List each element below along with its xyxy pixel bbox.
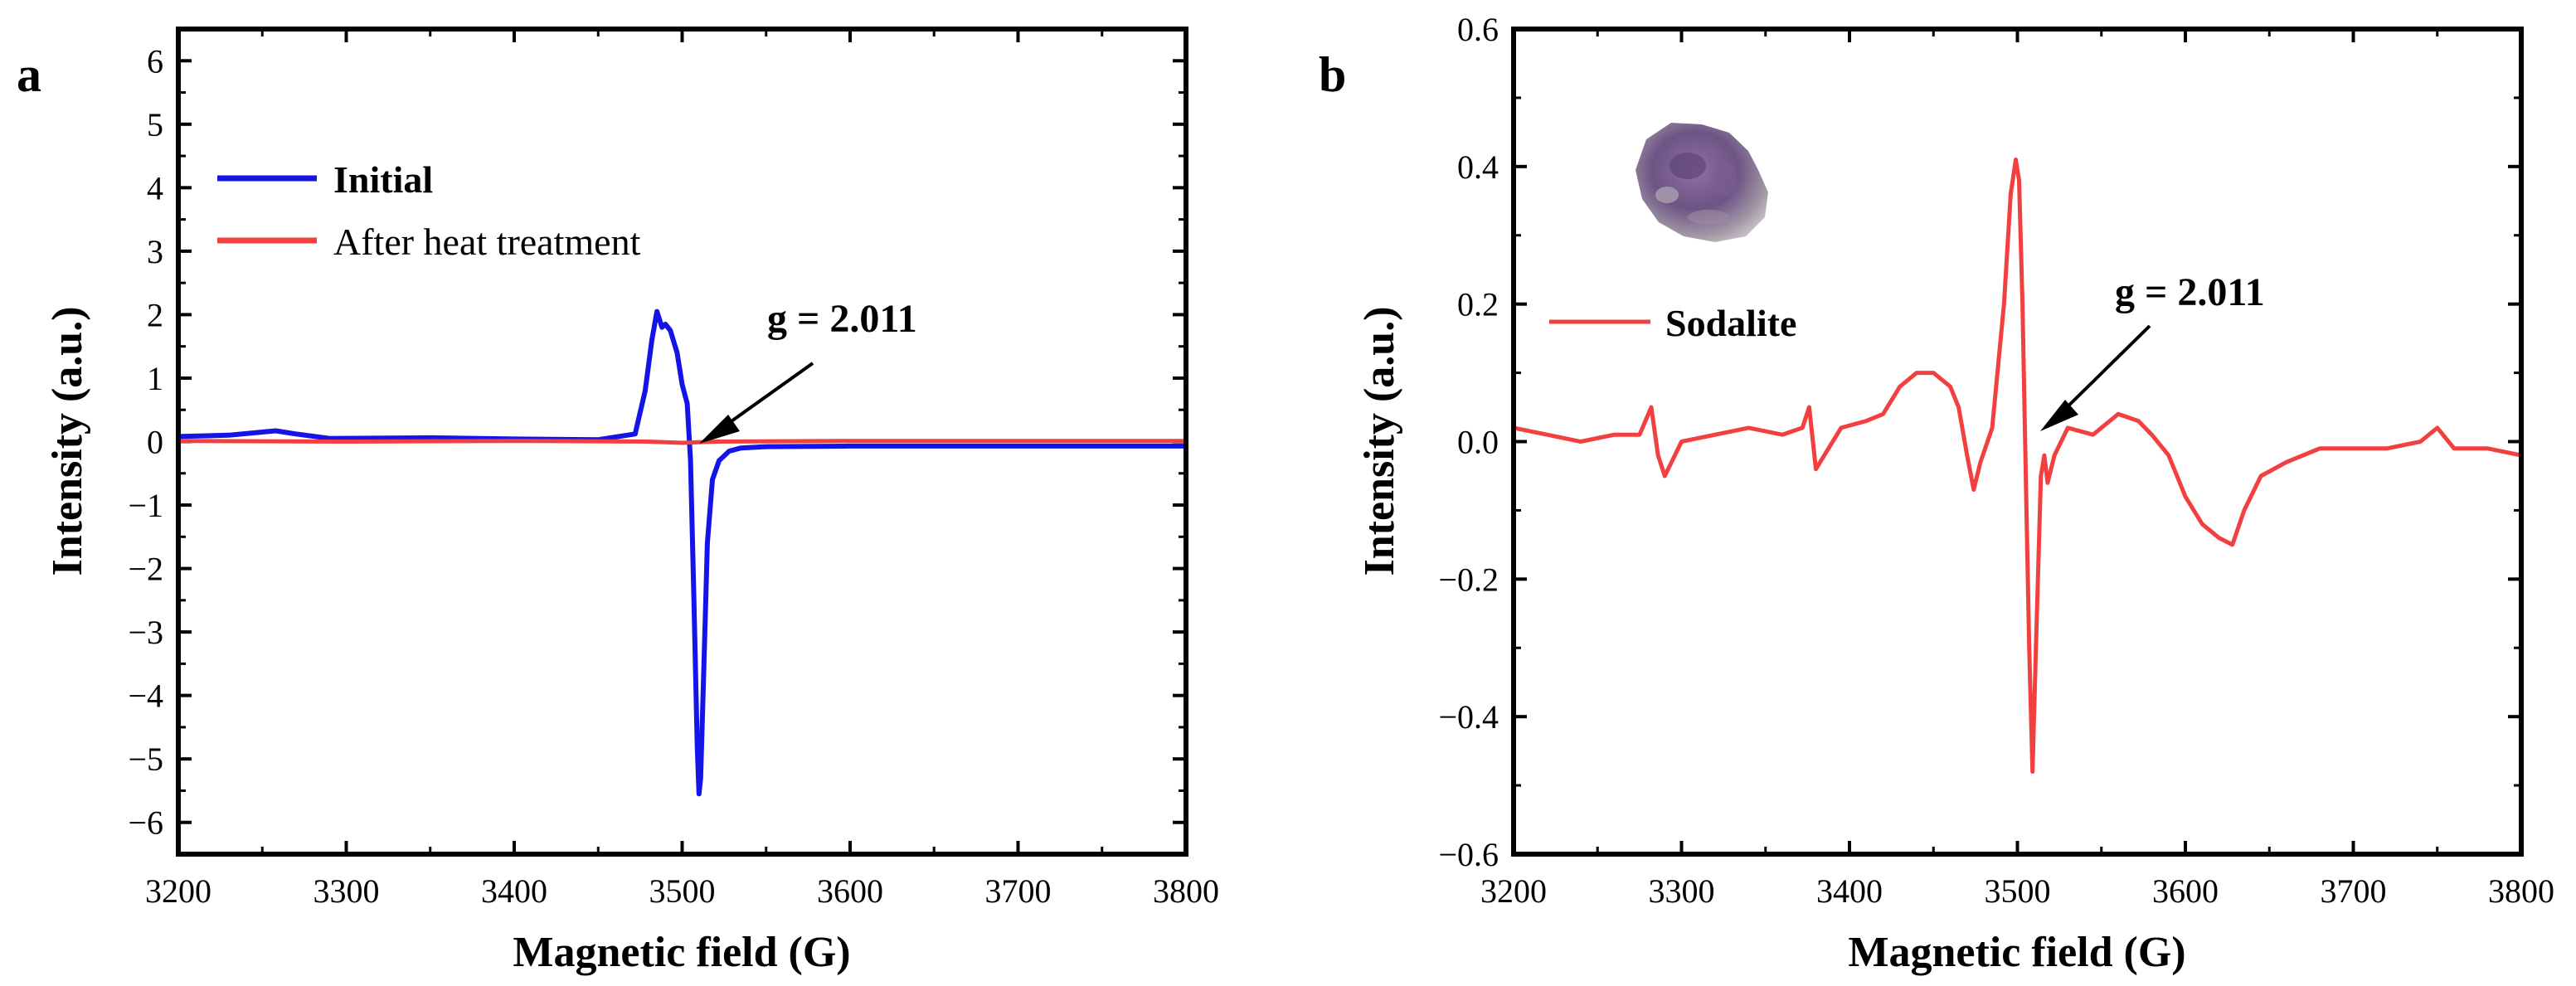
panel-b-ticks: 3200 3300 3400 3500 3600 3700 3800 0.6 0.4 0.2 0.0… xyxy=(1438,11,2554,910)
y-tick-label: 0.0 xyxy=(1457,424,1499,461)
y-tick-label: 3 xyxy=(147,233,163,270)
y-tick-label: −4 xyxy=(128,678,163,715)
g-value-annotation-a: g = 2.011 xyxy=(767,297,917,341)
x-tick-label: 3200 xyxy=(145,872,211,910)
y-tick-label: 5 xyxy=(147,106,163,143)
y-tick-label: 1 xyxy=(147,360,163,397)
y-tick-label: −0.4 xyxy=(1438,698,1499,736)
x-tick-label: 3700 xyxy=(985,872,1052,910)
x-tick-label: 3500 xyxy=(649,872,716,910)
legend-label-heat: After heat treatment xyxy=(333,221,641,263)
x-tick-label: 3300 xyxy=(1649,872,1715,910)
y-tick-label: −5 xyxy=(128,741,163,778)
panel-a-ticks: 3200 3300 3400 3500 3600 3700 3800 6 5 4 3 2 1 0 −1 −2 −… xyxy=(128,29,1219,910)
panel-b-series-group xyxy=(1513,158,2522,774)
annotation-arrowhead-a xyxy=(699,415,740,444)
x-tick-label: 3200 xyxy=(1480,872,1547,910)
panel-b-annotation: g = 2.011 xyxy=(2040,270,2265,431)
x-tick-label: 3500 xyxy=(1985,872,2051,910)
panel-a-annotation: g = 2.011 xyxy=(699,297,917,444)
y-tick-label: −2 xyxy=(128,551,163,588)
x-tick-label: 3800 xyxy=(1153,872,1219,910)
y-tick-label: −0.2 xyxy=(1438,561,1499,598)
panel-a-plot-frame xyxy=(176,27,1188,857)
x-tick-label: 3800 xyxy=(2488,872,2554,910)
series-line-sodalite xyxy=(1513,158,2522,774)
g-value-annotation-b: g = 2.011 xyxy=(2115,270,2265,314)
y-tick-label: 6 xyxy=(147,42,163,80)
panel-b-plot-frame xyxy=(1511,27,2524,857)
y-tick-label: −6 xyxy=(128,804,163,842)
panel-b-label: b xyxy=(1319,47,1346,102)
panel-a-xlabel: Magnetic field (G) xyxy=(513,929,850,976)
x-tick-label: 3400 xyxy=(481,872,547,910)
y-tick-label: −0.6 xyxy=(1438,836,1499,873)
panel-b: b 3200 3300 3400 3500 3600 3700 3800 0.6 0.4 0.2 0… xyxy=(1319,11,2554,976)
panel-a: a 3200 3300 3400 3500 3600 3700 3800 6 5 4 3 2 1 0 −1 −… xyxy=(17,27,1219,976)
panel-a-legend: Initial After heat treatment xyxy=(217,158,641,263)
panel-a-ylabel: Intensity (a.u.) xyxy=(44,306,91,576)
x-tick-label: 3600 xyxy=(817,872,883,910)
panel-b-xlabel: Magnetic field (G) xyxy=(1848,929,2185,976)
y-tick-label: −3 xyxy=(128,614,163,651)
y-tick-label: 0.2 xyxy=(1457,286,1499,323)
annotation-arrowhead-b xyxy=(2040,400,2078,431)
x-tick-label: 3700 xyxy=(2321,872,2387,910)
y-tick-label: 4 xyxy=(147,169,163,206)
legend-label-sodalite: Sodalite xyxy=(1665,302,1796,344)
panel-b-legend: Sodalite xyxy=(1549,302,1796,344)
panel-a-series-group xyxy=(177,308,1186,797)
y-tick-label: 0 xyxy=(147,424,163,461)
x-tick-label: 3400 xyxy=(1816,872,1883,910)
x-tick-label: 3600 xyxy=(2152,872,2219,910)
legend-label-initial: Initial xyxy=(333,158,433,201)
y-tick-label: −1 xyxy=(128,487,163,524)
x-tick-label: 3300 xyxy=(313,872,380,910)
series-line-after-heat-treatment xyxy=(177,439,1186,445)
series-line-initial xyxy=(177,308,1186,797)
panel-a-label: a xyxy=(17,47,41,102)
y-tick-label: 0.6 xyxy=(1457,11,1499,48)
y-tick-label: 2 xyxy=(147,296,163,333)
panel-b-ylabel: Intensity (a.u.) xyxy=(1356,306,1403,576)
sample-photo xyxy=(1636,123,1768,242)
y-tick-label: 0.4 xyxy=(1457,148,1499,186)
